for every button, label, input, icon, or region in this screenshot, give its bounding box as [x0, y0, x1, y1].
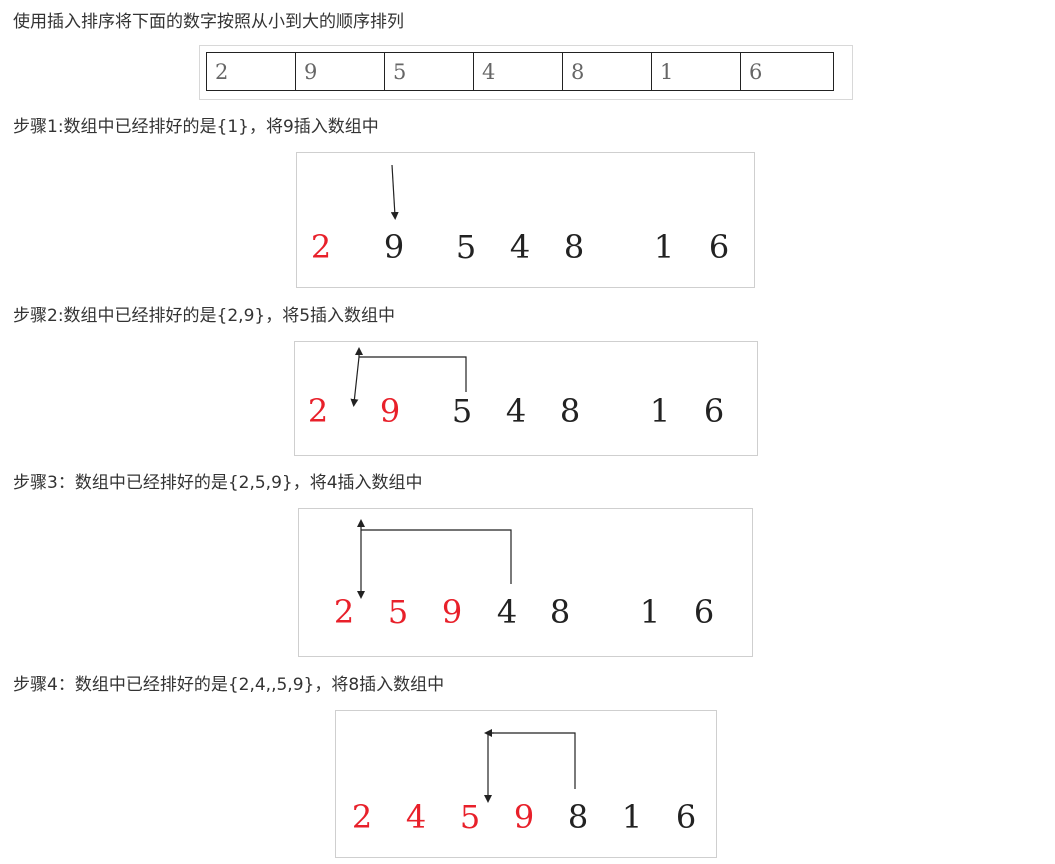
array-cell: 6 — [740, 52, 834, 91]
step-2-caption: 步骤2:数组中已经排好的是{2,9}，将5插入数组中 — [13, 306, 396, 326]
number-digit: 5 — [451, 392, 473, 430]
number-digit: 6 — [675, 798, 697, 836]
insert-arrow — [390, 164, 399, 220]
step-4-caption: 步骤4：数组中已经排好的是{2,4,,5,9}，将8插入数组中 — [13, 675, 445, 695]
number-digit: 1 — [649, 392, 671, 430]
array-cell: 1 — [651, 52, 741, 91]
step-2-figure: 2 9 5 4 8 1 6 — [294, 341, 758, 456]
array-cell: 9 — [295, 52, 385, 91]
number-digit: 1 — [621, 798, 643, 836]
step-1-figure: 2 9 5 4 8 1 6 — [296, 152, 755, 288]
array-cell: 8 — [562, 52, 652, 91]
number-digit: 1 — [653, 228, 675, 266]
step-3-arrow-layer — [357, 519, 512, 599]
input-array-table: 2 9 5 4 8 1 6 — [206, 52, 834, 91]
number-digit: 4 — [496, 593, 518, 631]
step-1-caption: 步骤1:数组中已经排好的是{1}，将9插入数组中 — [13, 117, 379, 137]
number-digit: 5 — [455, 228, 477, 266]
number-digit: 6 — [703, 392, 725, 430]
step-4-arrow-layer — [484, 729, 576, 803]
insert-arrow — [350, 347, 467, 407]
number-digit: 6 — [693, 593, 715, 631]
number-digit: 2 — [307, 392, 329, 430]
input-array-box: 2 9 5 4 8 1 6 — [199, 45, 853, 100]
number-digit: 2 — [310, 228, 332, 266]
step-1-arrow-layer — [390, 164, 399, 220]
number-digit: 8 — [559, 392, 581, 430]
number-digit: 9 — [379, 392, 401, 430]
array-cell: 4 — [473, 52, 563, 91]
page-title: 使用插入排序将下面的数字按照从小到大的顺序排列 — [13, 12, 404, 32]
number-digit: 9 — [513, 798, 535, 836]
number-digit: 2 — [351, 798, 373, 836]
number-digit: 4 — [509, 228, 531, 266]
number-digit: 4 — [505, 392, 527, 430]
number-digit: 9 — [441, 593, 463, 631]
number-digit: 8 — [567, 798, 589, 836]
insert-arrow — [484, 729, 576, 803]
number-digit: 4 — [405, 798, 427, 836]
step-4-figure: 2 4 5 9 8 1 6 — [335, 710, 717, 858]
array-cell: 5 — [384, 52, 474, 91]
array-cell: 2 — [206, 52, 296, 91]
number-digit: 1 — [639, 593, 661, 631]
number-digit: 8 — [563, 228, 585, 266]
number-digit: 2 — [333, 593, 355, 631]
number-digit: 5 — [459, 798, 481, 836]
number-digit: 8 — [549, 593, 571, 631]
step-3-caption: 步骤3：数组中已经排好的是{2,5,9}，将4插入数组中 — [13, 473, 423, 493]
insert-arrow — [357, 519, 512, 599]
step-2-arrow-layer — [350, 347, 467, 407]
number-digit: 6 — [708, 228, 730, 266]
step-3-figure: 2 5 9 4 8 1 6 — [298, 508, 753, 657]
number-digit: 9 — [383, 228, 405, 266]
number-digit: 5 — [387, 593, 409, 631]
